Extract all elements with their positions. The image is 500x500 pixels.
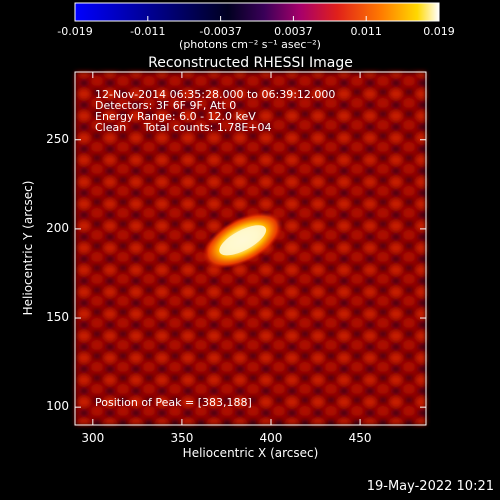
colorbar-tick-label: -0.0037 bbox=[199, 25, 242, 38]
info-energy-range: Energy Range: 6.0 - 12.0 keV bbox=[95, 110, 256, 123]
flare-core bbox=[219, 225, 267, 256]
info-time-range: 12-Nov-2014 06:35:28.000 to 06:39:12.000 bbox=[95, 88, 336, 101]
colorbar-unit-label: (photons cm⁻² s⁻¹ asec⁻²) bbox=[179, 38, 321, 51]
x-axis-label: Heliocentric X (arcsec) bbox=[182, 446, 319, 460]
colorbar-tick-label: -0.011 bbox=[130, 25, 166, 38]
image-plot bbox=[74, 71, 427, 426]
info-detectors: Detectors: 3F 6F 9F, Att 0 bbox=[95, 99, 237, 112]
colorbar-ticks bbox=[74, 16, 440, 21]
x-tick-label: 300 bbox=[81, 431, 105, 445]
colorbar bbox=[74, 2, 440, 22]
colorbar-tick-label: -0.019 bbox=[57, 25, 93, 38]
plot-title: Reconstructed RHESSI Image bbox=[148, 55, 353, 71]
x-tick-label: 450 bbox=[348, 431, 372, 445]
colorbar-tick-label: 0.0037 bbox=[274, 25, 313, 38]
x-tick-label: 400 bbox=[259, 431, 283, 445]
y-axis-label: Heliocentric Y (arcsec) bbox=[21, 180, 35, 316]
y-tick-label: 150 bbox=[46, 310, 69, 325]
y-tick-label: 200 bbox=[46, 220, 69, 235]
y-tick-label: 100 bbox=[46, 399, 69, 414]
axis-ticks bbox=[75, 72, 426, 425]
colorbar-tick-label: 0.011 bbox=[350, 25, 382, 38]
y-tick-label: 250 bbox=[46, 131, 69, 146]
info-clean-counts: Clean Total counts: 1.78E+04 bbox=[95, 121, 272, 134]
peak-position-text: Position of Peak = [383,188] bbox=[95, 396, 252, 409]
colorbar-tick-label: 0.019 bbox=[423, 25, 455, 38]
x-tick-label: 350 bbox=[170, 431, 194, 445]
timestamp: 19-May-2022 10:21 bbox=[366, 479, 494, 494]
